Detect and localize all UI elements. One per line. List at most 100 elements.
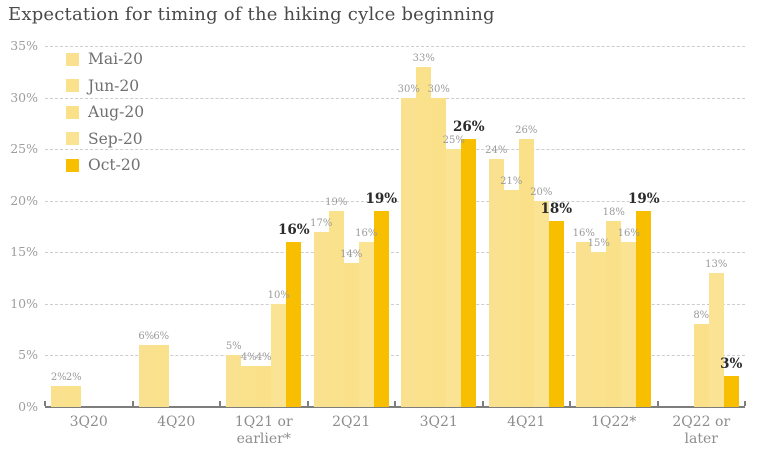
gridline-5 — [45, 355, 745, 357]
bar-value-label-Mai-20-3Q20: 2% — [50, 372, 67, 384]
bar-value-label-Mai-20-1Q21-or-earlier*: 5% — [225, 341, 242, 353]
legend-swatch-Mai-20 — [66, 52, 79, 66]
x-axis-line — [45, 406, 745, 408]
bar-Oct-20-4Q21 — [548, 221, 564, 407]
bar-Sep-20-2Q21 — [358, 241, 374, 407]
bar-Mai-20-2Q21 — [313, 231, 329, 407]
legend-item-Sep-20: Sep-20 — [66, 126, 144, 153]
legend-swatch-Aug-20 — [66, 105, 79, 119]
y-axis-label-5: 5% — [18, 347, 38, 363]
legend-item-Oct-20: Oct-20 — [66, 152, 144, 179]
x-axis-tick — [44, 401, 46, 406]
x-axis-category-label: 4Q20 — [157, 414, 196, 430]
bar-Oct-20-2Q21 — [373, 211, 389, 407]
y-axis-label-10: 10% — [10, 295, 38, 311]
bar-Aug-20-3Q21 — [431, 97, 447, 407]
bar-value-label-Sep-20-1Q21-or-earlier*: 10% — [267, 289, 290, 301]
legend-swatch-Oct-20 — [66, 158, 79, 172]
bar-Sep-20-4Q21 — [533, 200, 549, 407]
bar-Aug-20-1Q21-or-earlier* — [256, 365, 272, 407]
x-axis-category-label: 1Q21 or earlier* — [234, 414, 293, 447]
y-axis-label-35: 35% — [10, 38, 38, 53]
bar-value-label-Jun-20-1Q21-or-earlier*: 4% — [240, 351, 257, 363]
bar-Jun-20-4Q20 — [153, 345, 169, 407]
x-axis-tick — [481, 401, 484, 406]
bar-value-label-Oct-20-2Q22-or-later: 3% — [720, 356, 743, 373]
bar-value-label-Jun-20-2Q21: 19% — [325, 197, 348, 209]
bar-Oct-20-1Q21-or-earlier* — [286, 241, 302, 407]
bar-Mai-20-3Q21 — [401, 97, 417, 407]
bar-Jun-20-1Q21-or-earlier* — [241, 365, 257, 407]
legend-item-Mai-20: Mai-20 — [66, 46, 144, 73]
bar-Jun-20-4Q21 — [503, 190, 519, 407]
legend-label-Mai-20: Mai-20 — [88, 50, 144, 69]
bar-Sep-20-3Q21 — [446, 149, 462, 407]
legend-swatch-Jun-20 — [66, 79, 79, 93]
bar-Mai-20-1Q21-or-earlier* — [226, 355, 242, 407]
x-axis-tick — [656, 401, 659, 406]
bar-Jun-20-3Q20 — [66, 386, 82, 407]
x-axis-category-label: 2Q22 or later — [672, 414, 731, 447]
bar-value-label-Oct-20-4Q21: 18% — [540, 201, 573, 218]
x-axis-tick — [219, 401, 221, 406]
bar-value-label-Oct-20-1Q21-or-earlier*: 16% — [277, 221, 310, 238]
bar-Aug-20-2Q21 — [343, 262, 359, 407]
bar-value-label-Aug-20-1Q22*: 18% — [602, 207, 625, 219]
legend-label-Aug-20: Aug-20 — [88, 103, 145, 122]
y-axis-label-0: 0% — [18, 399, 38, 414]
bar-Jun-20-2Q21 — [328, 211, 344, 407]
bar-value-label-Oct-20-1Q22*: 19% — [627, 191, 660, 208]
bar-value-label-Sep-20-3Q21: 25% — [442, 135, 465, 147]
bar-value-label-Sep-20-2Q21: 16% — [355, 227, 378, 239]
x-axis-category-label: 3Q21 — [419, 414, 458, 430]
bar-Oct-20-1Q22* — [636, 211, 652, 407]
bar-value-label-Oct-20-3Q21: 26% — [452, 118, 485, 135]
gridline-30 — [45, 97, 745, 99]
bar-Oct-20-2Q22-or-later — [723, 376, 739, 407]
bar-Aug-20-2Q22-or-later — [693, 324, 709, 407]
gridline-15 — [45, 252, 745, 254]
bar-value-label-Mai-20-4Q21: 24% — [485, 145, 508, 157]
bar-Jun-20-3Q21 — [416, 66, 432, 407]
bar-value-label-Jun-20-3Q21: 33% — [412, 52, 435, 64]
bar-value-label-Aug-20-1Q21-or-earlier*: 4% — [255, 351, 272, 363]
bar-value-label-Sep-20-4Q21: 20% — [530, 186, 553, 198]
gridline-35 — [45, 46, 745, 47]
gridline-20 — [45, 200, 745, 202]
x-axis-tick — [394, 401, 396, 406]
bar-Aug-20-1Q22* — [606, 221, 622, 407]
y-axis-label-15: 15% — [10, 244, 38, 260]
bar-value-label-Jun-20-1Q22*: 15% — [587, 238, 610, 250]
x-axis-tick — [306, 401, 309, 406]
bar-Oct-20-3Q21 — [461, 138, 477, 407]
legend-label-Jun-20: Jun-20 — [88, 76, 140, 95]
legend: Mai-20 Jun-20 Aug-20 Sep-20 Oct-20 — [66, 46, 144, 179]
chart-title: Expectation for timing of the hiking cyl… — [8, 4, 495, 25]
bar-value-label-Sep-20-2Q22-or-later: 13% — [705, 258, 728, 270]
bar-Mai-20-4Q20 — [138, 345, 154, 407]
bar-value-label-Mai-20-1Q22*: 16% — [572, 227, 595, 239]
bar-value-label-Mai-20-2Q21: 17% — [310, 217, 333, 229]
x-axis-category-label: 2Q21 — [332, 414, 371, 430]
bar-Sep-20-1Q22* — [621, 241, 637, 407]
bar-value-label-Aug-20-3Q21: 30% — [427, 83, 450, 95]
legend-label-Sep-20: Sep-20 — [88, 129, 143, 148]
legend-item-Jun-20: Jun-20 — [66, 73, 144, 100]
gridline-10 — [45, 303, 745, 305]
x-axis-tick — [744, 401, 746, 406]
x-axis-tick — [131, 401, 134, 406]
gridline-25 — [45, 149, 745, 151]
y-axis-label-30: 30% — [10, 89, 38, 105]
legend-swatch-Sep-20 — [66, 132, 79, 146]
bar-Jun-20-1Q22* — [591, 252, 607, 407]
legend-item-Aug-20: Aug-20 — [66, 99, 144, 126]
bar-value-label-Aug-20-4Q21: 26% — [515, 124, 538, 136]
bar-value-label-Aug-20-2Q22-or-later: 8% — [693, 310, 710, 322]
bar-Sep-20-1Q21-or-earlier* — [271, 303, 287, 407]
x-axis-category-label: 4Q21 — [507, 414, 546, 430]
bar-value-label-Jun-20-3Q20: 2% — [65, 372, 82, 384]
bar-value-label-Jun-20-4Q21: 21% — [500, 176, 523, 188]
y-axis-label-25: 25% — [10, 141, 38, 157]
bar-value-label-Jun-20-4Q20: 6% — [153, 331, 170, 343]
